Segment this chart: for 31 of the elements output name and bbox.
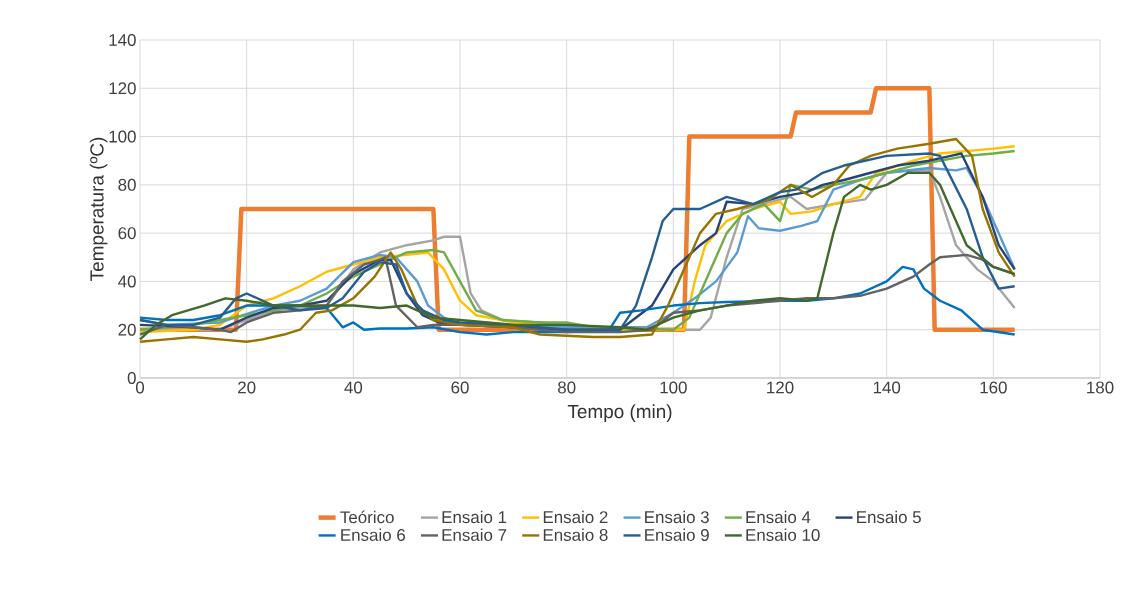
y-tick-label: 0	[127, 371, 136, 384]
x-tick-label: 80	[557, 381, 576, 394]
legend-label: Ensaio 7	[442, 528, 507, 542]
y-tick-label: 80	[118, 178, 136, 191]
y-tick-label: 140	[109, 33, 136, 46]
legend-label: Ensaio 9	[645, 528, 709, 542]
legend-label: Ensaio 5	[857, 510, 921, 524]
x-axis-title: Tempo (min)	[567, 404, 672, 422]
y-tick-label: 40	[118, 275, 136, 288]
y-tick-label: 120	[109, 82, 136, 95]
legend-label: Ensaio 3	[645, 510, 709, 524]
y-tick-label: 100	[109, 130, 136, 143]
legend-label: Ensaio 2	[543, 510, 608, 524]
x-tick-label: 60	[451, 381, 469, 394]
y-tick-label: 20	[118, 323, 136, 336]
x-tick-label: 180	[1087, 381, 1114, 394]
x-tick-label: 160	[980, 381, 1007, 394]
x-tick-label: 0	[135, 381, 145, 394]
x-tick-label: 100	[660, 381, 687, 394]
legend-label: Ensaio 1	[442, 510, 507, 524]
legend-label: Ensaio 10	[746, 528, 820, 542]
x-tick-label: 140	[873, 381, 901, 394]
y-tick-label: 60	[118, 227, 136, 240]
legend-label: Ensaio 8	[543, 528, 608, 542]
y-axis-title: Temperatura (ºC)	[89, 137, 108, 281]
legend-label: Ensaio 4	[746, 510, 811, 524]
x-tick-label: 120	[767, 381, 794, 394]
legend-label: Teórico	[340, 510, 394, 524]
x-tick-label: 20	[238, 381, 256, 394]
legend-label: Ensaio 6	[341, 528, 405, 542]
x-tick-label: 40	[344, 381, 363, 394]
